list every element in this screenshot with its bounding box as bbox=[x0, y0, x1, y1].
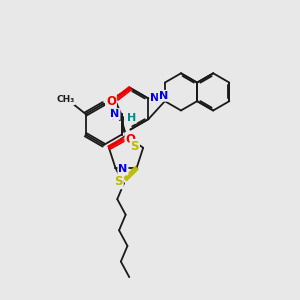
Text: S: S bbox=[114, 175, 123, 188]
Text: O: O bbox=[125, 133, 136, 146]
Text: O: O bbox=[106, 94, 116, 107]
Text: H: H bbox=[127, 113, 136, 123]
Text: N: N bbox=[159, 91, 168, 101]
Text: N: N bbox=[150, 94, 160, 103]
Text: N: N bbox=[118, 164, 128, 174]
Text: CH₃: CH₃ bbox=[56, 95, 74, 104]
Text: N: N bbox=[110, 109, 119, 119]
Text: S: S bbox=[130, 140, 139, 153]
